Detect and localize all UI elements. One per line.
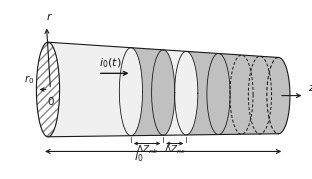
Text: z: z	[308, 83, 312, 93]
Polygon shape	[186, 51, 230, 135]
Polygon shape	[48, 42, 143, 137]
Polygon shape	[218, 54, 290, 135]
Text: $\Delta Z_{nb}$: $\Delta Z_{nb}$	[136, 143, 158, 156]
Polygon shape	[131, 48, 175, 136]
Ellipse shape	[37, 42, 60, 137]
Text: $l_0$: $l_0$	[134, 150, 144, 164]
Text: $i_0(t)$: $i_0(t)$	[99, 57, 121, 70]
Text: $\Delta Z_{nc}$: $\Delta Z_{nc}$	[164, 143, 186, 156]
Text: 0: 0	[47, 97, 54, 107]
Text: r: r	[46, 12, 51, 22]
Polygon shape	[163, 50, 198, 135]
Text: $r_0$: $r_0$	[24, 73, 35, 86]
